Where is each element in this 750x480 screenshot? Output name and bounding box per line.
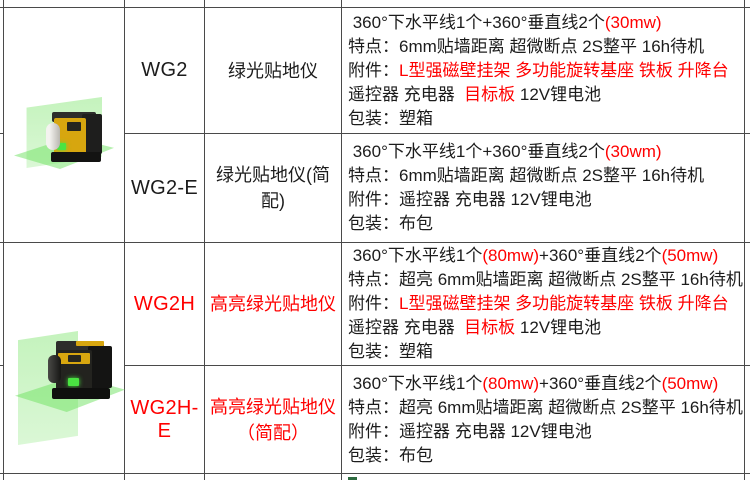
device-yellow-trim: [76, 341, 104, 346]
device-base: [51, 152, 101, 162]
spec-segment: 360°下水平线1个+360°垂直线2个: [348, 12, 605, 32]
laser-level-device: [48, 341, 112, 399]
spec-line: 附件：遥控器 充电器 12V锂电池: [348, 420, 744, 444]
details-cell-wg2h: 360°下水平线1个(80mw)+360°垂直线2个(50mw) 特点：超亮 6m…: [342, 243, 744, 365]
laser-level-device: [46, 110, 104, 163]
spec-segment: 遥控器 充电器: [348, 84, 465, 104]
laser-head-cylinder: [46, 123, 60, 150]
spec-line: 特点：6mm贴墙距离 超微断点 2S整平 16h待机: [348, 164, 744, 188]
spec-line: 遥控器 充电器 目标板 12V锂电池: [348, 83, 744, 107]
device-side-face: [82, 114, 102, 154]
device-base: [52, 388, 110, 399]
spec-segment: L型强磁壁挂架 多功能旋转基座 铁板 升降台: [399, 294, 729, 313]
grid-line-v: [341, 0, 342, 480]
category-cell-wg2: 绿光贴地仪: [228, 60, 318, 81]
model-cell-wg2h-e: WG2H-E: [130, 396, 199, 442]
spec-segment: 遥控器 充电器: [348, 318, 465, 337]
spec-segment: (80mw): [482, 373, 540, 393]
spec-segment: 包装：塑箱: [348, 108, 433, 128]
device-side-face: [88, 346, 112, 388]
laser-window: [68, 378, 79, 386]
spec-segment: 包装：布包: [348, 214, 433, 233]
spec-line: 360°下水平线1个(80mw)+360°垂直线2个(50mw): [348, 244, 744, 268]
category-cell-wg2h: 高亮绿光贴地仪: [210, 294, 336, 314]
grid-line-h: [0, 7, 750, 8]
spec-segment: (30mw): [604, 12, 662, 32]
spec-segment: 包装：布包: [348, 445, 433, 465]
category-cell-wg2h-e: 高亮绿光贴地仪 （简配）: [210, 396, 336, 443]
spec-segment: 特点：超亮 6mm贴墙距离 超微断点 2S整平 16h待机: [348, 270, 743, 289]
spec-segment: 特点：超亮 6mm贴墙距离 超微断点 2S整平 16h待机: [348, 397, 743, 417]
category-cell-wg2-e: 绿光贴地仪(简 配): [216, 165, 330, 211]
spec-segment: 附件：遥控器 充电器 12V锂电池: [348, 421, 592, 441]
spec-segment: 360°下水平线1个: [348, 373, 483, 393]
spec-line: 包装：塑箱: [348, 107, 744, 131]
spec-segment: 附件：遥控器 充电器 12V锂电池: [348, 190, 592, 209]
grid-tick: [0, 133, 3, 134]
model-cell-wg2: WG2: [141, 59, 188, 81]
model-cell-wg2-e: WG2-E: [130, 176, 199, 199]
spec-line: 遥控器 充电器 目标板 12V锂电池: [348, 316, 744, 340]
spec-segment: 特点：6mm贴墙距离 超微断点 2S整平 16h待机: [348, 166, 705, 185]
spec-segment: 附件：: [348, 294, 399, 313]
device-top-face: [52, 112, 96, 122]
spec-segment: 360°下水平线1个: [348, 246, 483, 265]
spec-line: 特点：超亮 6mm贴墙距离 超微断点 2S整平 16h待机: [348, 268, 744, 292]
spec-line: 360°下水平线1个(80mw)+360°垂直线2个(50mw): [348, 372, 744, 396]
spec-line: 360°下水平线1个+360°垂直线2个(30mw): [348, 11, 744, 35]
spec-line: 附件：遥控器 充电器 12V锂电池: [348, 188, 744, 212]
spec-segment: 12V锂电池: [515, 318, 602, 337]
spec-segment: 目标板: [464, 84, 516, 104]
spec-segment: (30wm): [604, 142, 662, 161]
spec-line: 包装：塑箱: [348, 340, 744, 364]
details-cell-wg2h-e: 360°下水平线1个(80mw)+360°垂直线2个(50mw) 特点：超亮 6m…: [342, 366, 744, 473]
grid-line-h: [125, 365, 750, 366]
device-front-face: [56, 350, 92, 390]
grid-line-h: [125, 133, 750, 134]
grid-line-v: [3, 0, 4, 480]
grid-line-v: [124, 0, 125, 480]
spec-line: 附件：L型强磁壁挂架 多功能旋转基座 铁板 升降台: [348, 59, 744, 83]
spec-line: 包装：布包: [348, 444, 744, 468]
spec-line: 360°下水平线1个+360°垂直线2个(30wm): [348, 140, 744, 164]
spec-segment: (50mw): [661, 246, 719, 265]
grid-tick: [0, 365, 3, 366]
spec-line: 特点：6mm贴墙距离 超微断点 2S整平 16h待机: [348, 35, 744, 59]
device-logo: [67, 122, 81, 131]
device-logo: [68, 355, 81, 362]
spec-line: 附件：L型强磁壁挂架 多功能旋转基座 铁板 升降台: [348, 292, 744, 316]
spec-segment: 包装：塑箱: [348, 342, 433, 361]
details-cell-wg2: 360°下水平线1个+360°垂直线2个(30mw) 特点：6mm贴墙距离 超微断…: [342, 8, 744, 133]
spec-segment: 目标板: [464, 318, 516, 337]
grid-line-v: [204, 0, 205, 480]
details-cell-wg2-e: 360°下水平线1个+360°垂直线2个(30wm) 特点：6mm贴墙距离 超微断…: [342, 134, 744, 242]
laser-window: [57, 143, 66, 150]
grid-line-h: [0, 473, 750, 474]
next-row-green-cell-corner: [348, 477, 357, 480]
spec-line: 特点：超亮 6mm贴墙距离 超微断点 2S整平 16h待机: [348, 396, 744, 420]
spec-segment: (50mw): [661, 373, 719, 393]
spec-segment: 特点：6mm贴墙距离 超微断点 2S整平 16h待机: [348, 36, 705, 56]
spec-segment: +360°垂直线2个: [539, 246, 662, 265]
spec-segment: 附件：: [348, 60, 399, 80]
spec-segment: L型强磁壁挂架 多功能旋转基座 铁板 升降台: [399, 60, 729, 80]
spec-segment: 360°下水平线1个+360°垂直线2个: [348, 142, 605, 161]
laser-head-cylinder: [48, 355, 61, 383]
model-cell-wg2h: WG2H: [133, 292, 196, 315]
spec-segment: 12V锂电池: [515, 84, 602, 104]
spec-segment: (80mw): [482, 246, 540, 265]
spec-line: 包装：布包: [348, 212, 744, 236]
grid-line-h: [0, 242, 750, 243]
device-yellow-band: [58, 353, 90, 364]
grid-line-v: [744, 0, 745, 480]
spec-segment: +360°垂直线2个: [539, 373, 662, 393]
